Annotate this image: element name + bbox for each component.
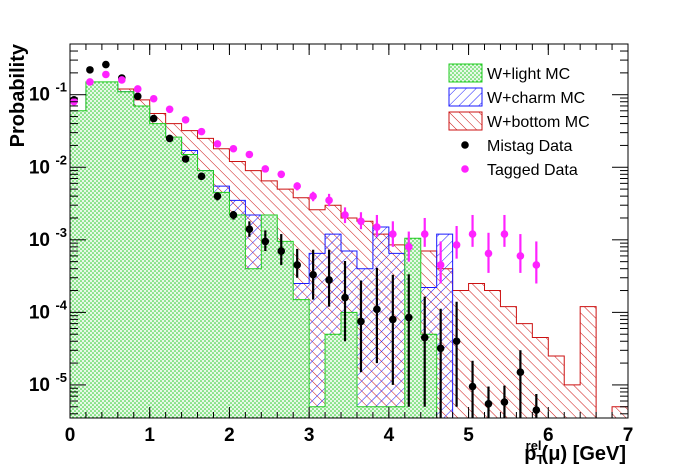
y-tick-exponent: -3 (55, 225, 67, 240)
x-tick-label: 0 (65, 425, 76, 446)
tagged-point (500, 230, 509, 238)
tagged-point (261, 165, 270, 173)
tagged-point (293, 182, 301, 190)
mistag-point (436, 344, 445, 353)
tagged-point (229, 144, 238, 153)
x-tick-label: 6 (543, 425, 554, 446)
tagged-point (357, 217, 365, 226)
tagged-point (309, 192, 317, 200)
x-tick-label: 4 (384, 425, 395, 446)
tagged-point (341, 211, 349, 219)
legend-label-mistag: Mistag Data (487, 138, 572, 155)
tagged-point (86, 78, 94, 86)
legend-marker-tagged (461, 165, 469, 173)
y-tick-exponent: -1 (55, 80, 67, 95)
mistag-point (500, 398, 509, 406)
y-tick-label: 10 (29, 302, 50, 323)
data-points-layer (70, 60, 541, 418)
tagged-point (102, 70, 110, 79)
y-tick-exponent: -2 (55, 152, 67, 167)
y-tick-label: 10 (29, 375, 50, 396)
x-tick-label: 2 (224, 425, 235, 446)
y-axis-label: Probability (7, 43, 29, 147)
tagged-point (436, 261, 445, 269)
mistag-point (452, 337, 461, 346)
tagged-point (484, 249, 493, 258)
tagged-point (452, 241, 461, 249)
mistag-point (420, 333, 429, 342)
tagged-point (325, 196, 333, 205)
y-tick-label: 10 (29, 157, 50, 178)
mistag-point (165, 134, 174, 143)
legend-label-charm: W+charm MC (487, 90, 585, 107)
mistag-point (86, 66, 94, 74)
legend-label-tagged: Tagged Data (487, 162, 578, 179)
mistag-point (149, 114, 158, 123)
mistag-point (325, 276, 333, 284)
tagged-point (245, 150, 254, 159)
legend-marker-mistag (461, 141, 469, 149)
mistag-point (245, 225, 254, 234)
y-tick-label: 10 (29, 230, 50, 251)
tagged-point (213, 140, 222, 148)
legend-swatch-charm (448, 87, 483, 107)
x-axis-label: pTrel(μ) [GeV] (524, 438, 626, 467)
mistag-point (309, 270, 317, 279)
mistag-point (181, 155, 190, 163)
tagged-point (133, 85, 142, 93)
y-tick-exponent: -5 (55, 370, 67, 385)
x-tick-label: 1 (144, 425, 155, 446)
mistag-point (484, 399, 493, 408)
mistag-point (468, 382, 477, 391)
mistag-point (293, 261, 301, 269)
tagged-point (118, 76, 126, 84)
x-tick-label: 7 (623, 425, 634, 446)
tagged-point (468, 230, 477, 238)
mistag-point (389, 315, 397, 324)
y-tick-exponent: -4 (55, 297, 67, 312)
mistag-point (357, 317, 365, 326)
mistag-point (277, 247, 286, 255)
legend-swatch-light (448, 63, 483, 83)
x-tick-label: 5 (463, 425, 474, 446)
tagged-point (149, 94, 158, 103)
tagged-point (404, 243, 413, 251)
tagged-point (420, 230, 429, 238)
y-tick-label: 10 (29, 85, 50, 106)
tagged-point (277, 170, 286, 179)
mistag-point (229, 211, 238, 219)
plot-frame (69, 43, 629, 419)
legend-label-bottom: W+bottom MC (487, 114, 590, 131)
tagged-point (516, 252, 525, 260)
tagged-point (197, 127, 206, 136)
legend-swatch-bottom (448, 111, 483, 131)
tagged-point (181, 116, 190, 124)
x-tick-label: 3 (304, 425, 315, 446)
tagged-point (373, 223, 381, 231)
mistag-point (133, 92, 142, 101)
mistag-point (516, 368, 525, 376)
legend: W+light MC W+charm MC W+bottom MC Mistag Da… (448, 63, 590, 179)
histogram-layer (70, 81, 628, 418)
legend-label-light: W+light MC (487, 66, 570, 83)
axes: 0 1 2 3 4 5 6 7 10 -5 10 -4 10 -3 10 -2 10 -1 (29, 43, 634, 446)
mistag-point (102, 60, 110, 69)
mistag-point (404, 313, 413, 322)
tagged-point (389, 230, 397, 238)
mistag-point (197, 172, 206, 181)
mistag-point (213, 192, 222, 200)
mistag-point (373, 305, 381, 314)
mistag-point (532, 406, 541, 414)
mistag-point (261, 237, 270, 246)
mistag-point (341, 293, 349, 302)
tagged-point (165, 105, 174, 114)
tagged-point (532, 261, 541, 269)
